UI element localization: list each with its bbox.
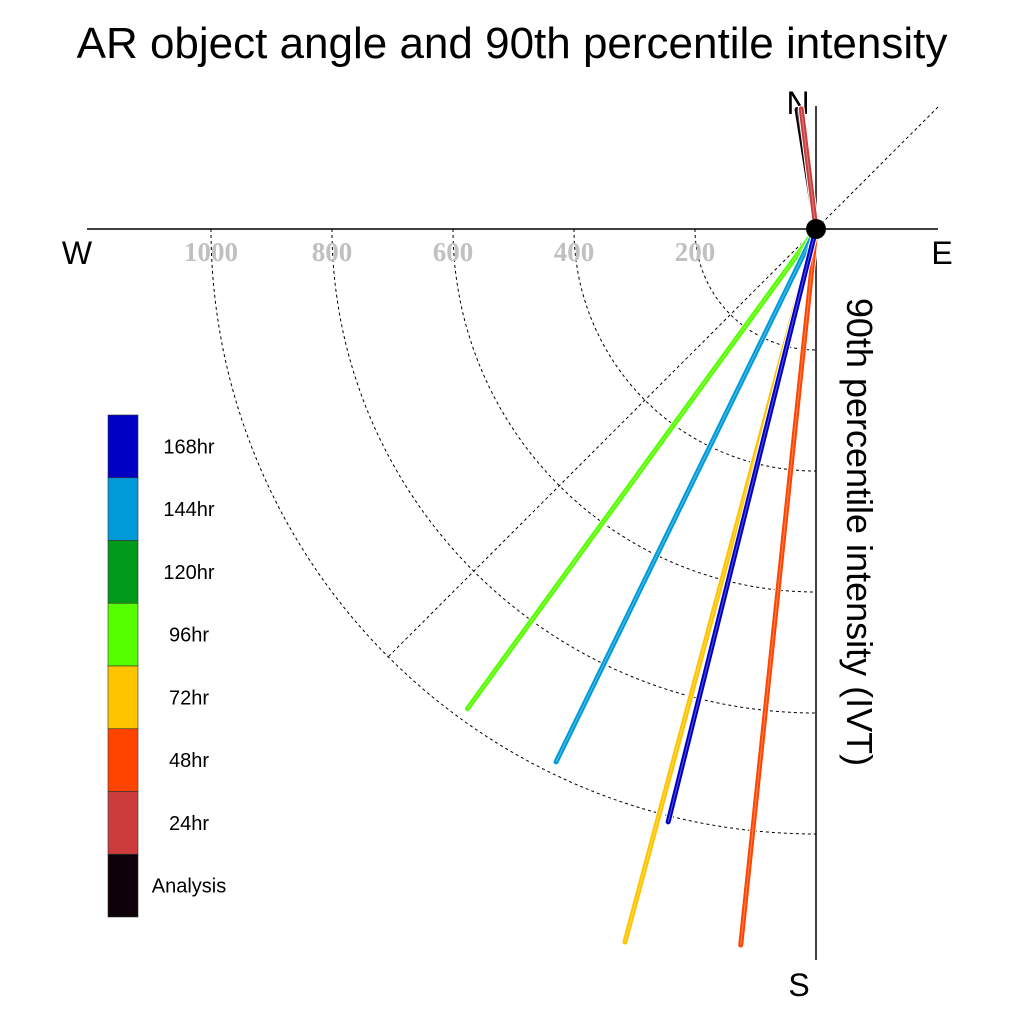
series-highlight: [555, 228, 817, 763]
legend-label-48hr: 48hr: [169, 750, 209, 772]
legend-label-96hr: 96hr: [169, 625, 209, 647]
chart-title: AR object angle and 90th percentile inte…: [77, 19, 948, 68]
radial-ticks: 200 400 600 800 1000: [184, 237, 715, 267]
compass-east: E: [931, 235, 952, 271]
radial-tick-label: 1000: [184, 237, 238, 267]
diagonal-gridline: [387, 106, 939, 658]
series-highlight: [667, 228, 817, 823]
series-line-96hr: [465, 226, 819, 712]
series-line-24hr: [798, 106, 819, 232]
legend-swatch-144hr: [107, 477, 139, 541]
radial-tick-label: 600: [433, 237, 474, 267]
series-line-48hr: [738, 226, 819, 948]
legend-label-120hr: 120hr: [163, 562, 214, 584]
series-highlight: [800, 108, 817, 230]
series-highlight: [740, 228, 817, 946]
series-line-168hr: [665, 226, 819, 825]
legend-label-168hr: 168hr: [163, 436, 214, 458]
legend-swatch-48hr: [107, 728, 139, 792]
radial-tick-label: 800: [312, 237, 353, 267]
radial-tick-label: 200: [675, 237, 716, 267]
series-line-144hr: [553, 226, 819, 765]
legend-label-24hr: 24hr: [169, 813, 209, 835]
legend-swatch-168hr: [107, 414, 139, 479]
compass-west: W: [62, 235, 93, 271]
radial-axis-label: 90th percentile intensity (IVT): [839, 298, 880, 766]
range-ring: [694, 228, 817, 351]
legend-swatch-24hr: [107, 791, 139, 855]
legend-swatch-72hr: [107, 665, 139, 730]
legend-label-72hr: 72hr: [169, 687, 209, 709]
series-highlight: [467, 228, 817, 709]
radial-tick-label: 400: [554, 237, 595, 267]
legend: 168hr 144hr 120hr 96hr 72hr 48hr 24hr Analysis: [107, 414, 226, 918]
legend-swatch-120hr: [107, 540, 139, 604]
series-lines: [464, 105, 820, 949]
range-ring: [573, 228, 817, 472]
origin-marker: [806, 219, 826, 239]
legend-swatch-analysis: [107, 853, 139, 918]
legend-label-144hr: 144hr: [163, 499, 214, 521]
compass-south: S: [788, 967, 809, 1003]
legend-label-analysis: Analysis: [152, 876, 226, 898]
legend-swatch-96hr: [107, 602, 139, 667]
